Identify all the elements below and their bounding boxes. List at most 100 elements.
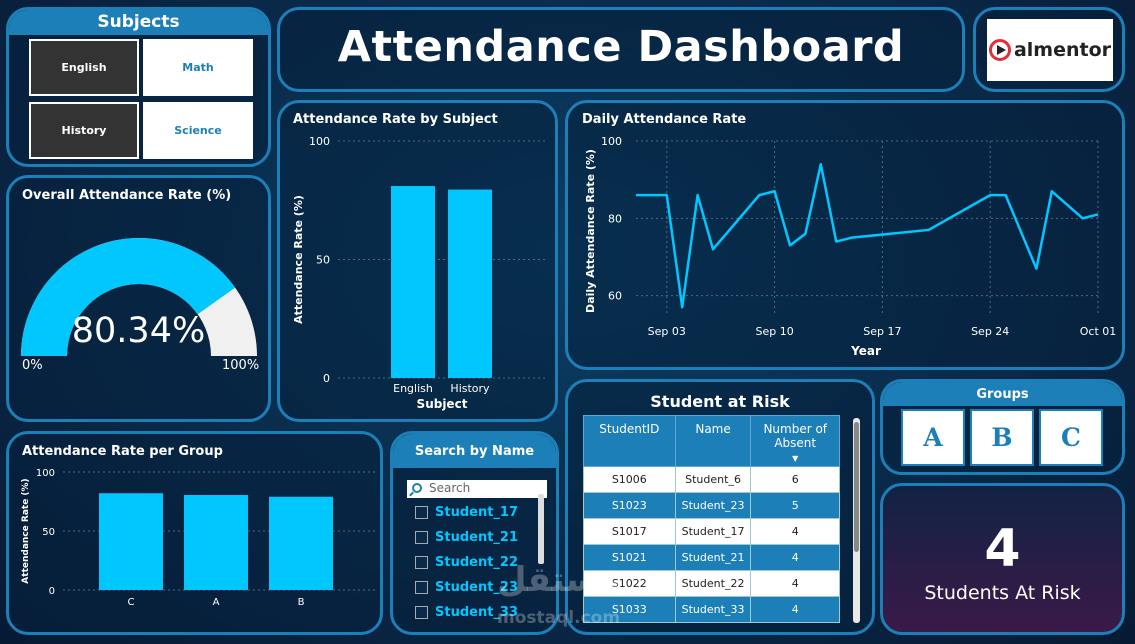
page-title: Attendance Dashboard (337, 22, 905, 72)
x-tick-label: Sep 03 (648, 325, 686, 338)
x-axis-label: Year (850, 344, 881, 358)
table-row[interactable]: S1006 Student_6 6 (583, 466, 840, 493)
cell-id: S1006 (583, 466, 676, 493)
y-tick-label: 60 (608, 290, 622, 303)
cell-name: Student_22 (674, 570, 752, 597)
col-number-absent[interactable]: Number of Absent ▼ (750, 415, 840, 467)
cell-name: Student_33 (674, 596, 752, 623)
watermark-arabic: مستقل (497, 560, 622, 600)
subject-chart-card: Attendance Rate by Subject 0 50 100 English… (277, 100, 558, 422)
group-chart-card: Attendance Rate per Group 0 50 100 C A B Atten… (6, 431, 383, 635)
search-scrollbar[interactable] (538, 494, 544, 564)
groups-slicer: Groups A B C (880, 379, 1125, 475)
search-item-label: Student_33 (435, 605, 519, 620)
cell-id: S1033 (583, 596, 676, 623)
risk-table: StudentID Name Number of Absent ▼ S1006 S… (583, 415, 840, 623)
x-tick-label: Sep 24 (971, 325, 1009, 338)
daily-chart-title: Daily Attendance Rate (582, 112, 747, 127)
subject-math-button[interactable]: Math (143, 39, 253, 96)
group-bar-chart: 0 50 100 C A B Attendance Rate (%) (21, 468, 375, 608)
gauge-fill (21, 238, 236, 356)
table-row[interactable]: S1017 Student_17 4 (583, 518, 840, 545)
search-item[interactable]: Student_17 (415, 505, 518, 520)
y-axis-label: Attendance Rate (%) (292, 195, 305, 324)
y-tick-label: 80 (608, 212, 622, 225)
search-item[interactable]: Student_21 (415, 530, 518, 545)
search-title: Search by Name (393, 434, 556, 468)
search-item[interactable]: Student_22 (415, 555, 518, 570)
cell-absent: 6 (750, 466, 840, 493)
search-item-label: Student_17 (435, 505, 519, 520)
overall-attendance-card: Overall Attendance Rate (%) 80.34% 0% 10… (6, 175, 271, 422)
at-risk-count: 4 (984, 519, 1021, 579)
bar (391, 186, 435, 378)
cell-name: Student_23 (674, 492, 752, 519)
table-row[interactable]: S1023 Student_23 5 (583, 492, 840, 519)
table-scrollbar[interactable] (853, 418, 860, 623)
x-tick-label: English (393, 382, 433, 395)
series-line (636, 162, 1099, 309)
sort-desc-icon[interactable]: ▼ (792, 454, 799, 463)
bar (99, 493, 163, 590)
col-student-id[interactable]: StudentID (583, 415, 676, 467)
scrollbar-thumb[interactable] (854, 422, 859, 552)
groups-title: Groups (883, 382, 1122, 406)
checkbox[interactable] (415, 506, 428, 519)
group-chart-title: Attendance Rate per Group (22, 444, 223, 459)
cell-id: S1023 (583, 492, 676, 519)
subjects-title: Subjects (9, 10, 268, 35)
bar (448, 189, 492, 378)
search-item-label: Student_21 (435, 530, 519, 545)
cell-absent: 4 (750, 518, 840, 545)
subject-english-button[interactable]: English (29, 39, 139, 96)
gauge-max-label: 100% (222, 358, 260, 373)
play-icon (988, 39, 1011, 61)
x-tick-label: Sep 10 (755, 325, 793, 338)
search-input[interactable]: Search (407, 480, 547, 498)
checkbox[interactable] (415, 606, 428, 619)
y-tick-label: 100 (601, 135, 622, 148)
daily-chart-card: Daily Attendance Rate 60 80 100 Sep 03 Sep 1… (565, 100, 1125, 370)
search-icon (412, 483, 422, 493)
table-row[interactable]: S1022 Student_22 4 (583, 570, 840, 597)
col-number-absent-label: Number of Absent (763, 422, 828, 450)
watermark-latin: mostaql.com (497, 608, 621, 628)
subject-bar-chart: 0 50 100 English History Subject Attendance Ra… (292, 135, 548, 411)
col-name[interactable]: Name (674, 415, 752, 467)
group-c-button[interactable]: C (1039, 409, 1103, 466)
subjects-slicer: Subjects English Math History Science (6, 7, 271, 167)
daily-line-chart: 60 80 100 Sep 03 Sep 10 Sep 17 Sep 24 Oct 01 Yea… (584, 135, 1117, 358)
group-b-button[interactable]: B (970, 409, 1034, 466)
cell-absent: 5 (750, 492, 840, 519)
overall-title: Overall Attendance Rate (%) (22, 188, 232, 203)
header-panel: Attendance Dashboard (277, 7, 965, 92)
cell-name: Student_17 (674, 518, 752, 545)
checkbox[interactable] (415, 581, 428, 594)
subject-science-button[interactable]: Science (143, 102, 253, 159)
cell-name: Student_21 (674, 544, 752, 571)
x-tick-label: Oct 01 (1080, 325, 1117, 338)
cell-id: S1021 (583, 544, 676, 571)
x-tick-label: B (298, 597, 305, 608)
y-tick-label: 50 (42, 527, 55, 538)
table-row[interactable]: S1033 Student_33 4 (583, 596, 840, 623)
checkbox[interactable] (415, 556, 428, 569)
risk-title: Student at Risk (650, 392, 790, 411)
subject-chart-title: Attendance Rate by Subject (293, 112, 498, 127)
table-row[interactable]: S1021 Student_21 4 (583, 544, 840, 571)
almentor-logo: almentor (987, 19, 1113, 81)
search-item[interactable]: Student_33 (415, 605, 518, 620)
cell-absent: 4 (750, 596, 840, 623)
subject-history-button[interactable]: History (29, 102, 139, 159)
y-tick-label: 50 (316, 254, 330, 267)
checkbox[interactable] (415, 531, 428, 544)
cell-id: S1017 (583, 518, 676, 545)
group-a-button[interactable]: A (901, 409, 965, 466)
x-tick-label: Sep 17 (863, 325, 901, 338)
search-item[interactable]: Student_23 (415, 580, 518, 595)
students-at-risk-card: 4 Students At Risk (880, 483, 1125, 635)
x-tick-label: C (128, 597, 135, 608)
gauge-min-label: 0% (22, 358, 43, 373)
gauge-chart (21, 238, 257, 356)
y-tick-label: 100 (36, 468, 55, 479)
